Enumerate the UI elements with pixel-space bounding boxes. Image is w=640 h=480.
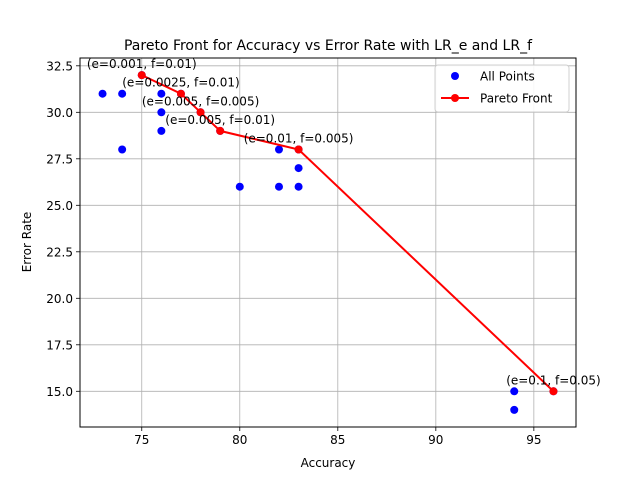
legend-marker-pareto-front bbox=[451, 94, 459, 102]
chart-title: Pareto Front for Accuracy vs Error Rate … bbox=[124, 38, 533, 54]
point-annotation: (e=0.001, f=0.01) bbox=[87, 57, 197, 71]
point-annotation: (e=0.005, f=0.005) bbox=[142, 94, 259, 108]
all-points-marker bbox=[157, 89, 166, 98]
y-tick-label: 22.5 bbox=[46, 245, 73, 259]
x-tick-label: 75 bbox=[134, 433, 149, 447]
pareto-front-point bbox=[196, 108, 205, 117]
all-points-marker bbox=[157, 126, 166, 135]
all-points-marker bbox=[294, 182, 303, 191]
point-annotation: (e=0.0025, f=0.01) bbox=[122, 76, 239, 90]
pareto-front-point bbox=[176, 89, 185, 98]
x-axis-ticks: 75 80 85 90 95 bbox=[134, 427, 541, 447]
pareto-front-point bbox=[137, 71, 146, 80]
point-annotation: (e=0.1, f=0.05) bbox=[506, 373, 601, 387]
x-axis-label: Accuracy bbox=[301, 456, 356, 470]
pareto-front-point bbox=[549, 387, 558, 396]
y-tick-label: 27.5 bbox=[46, 152, 73, 166]
pareto-front-point bbox=[216, 126, 225, 135]
point-annotation: (e=0.01, f=0.005) bbox=[244, 132, 354, 146]
legend-marker-all-points bbox=[451, 72, 459, 80]
x-tick-label: 90 bbox=[428, 433, 443, 447]
all-points-marker bbox=[274, 145, 283, 154]
legend-label-all-points: All Points bbox=[480, 70, 535, 84]
annotation-layer: (e=0.001, f=0.01) (e=0.0025, f=0.01) (e=0.… bbox=[87, 57, 601, 387]
y-axis-ticks: 15.0 17.5 20.0 22.5 25.0 27.5 30.0 32.5 bbox=[46, 59, 80, 399]
plot-area bbox=[80, 58, 576, 427]
x-tick-label: 80 bbox=[232, 433, 247, 447]
y-tick-label: 20.0 bbox=[46, 292, 73, 306]
x-tick-label: 95 bbox=[526, 433, 541, 447]
legend: All Points Pareto Front bbox=[434, 64, 570, 113]
point-annotation: (e=0.005, f=0.01) bbox=[165, 113, 275, 127]
grid bbox=[80, 58, 576, 427]
y-tick-label: 30.0 bbox=[46, 106, 73, 120]
y-tick-label: 32.5 bbox=[46, 59, 73, 73]
legend-label-pareto-front: Pareto Front bbox=[480, 92, 553, 106]
all-points-marker bbox=[98, 89, 107, 98]
all-points-marker bbox=[118, 145, 127, 154]
legend-box bbox=[434, 64, 570, 113]
pareto-front-point bbox=[294, 145, 303, 154]
all-points-marker bbox=[235, 182, 244, 191]
y-axis-label: Error Rate bbox=[20, 212, 34, 273]
x-tick-label: 85 bbox=[330, 433, 345, 447]
all-points-marker bbox=[510, 405, 519, 414]
all-points-marker bbox=[510, 387, 519, 396]
y-tick-label: 15.0 bbox=[46, 385, 73, 399]
pareto-front-line bbox=[141, 74, 555, 393]
y-tick-label: 25.0 bbox=[46, 199, 73, 213]
series-layer bbox=[98, 71, 558, 414]
all-points-marker bbox=[294, 164, 303, 173]
plot-frame bbox=[79, 57, 577, 428]
y-tick-label: 17.5 bbox=[46, 338, 73, 352]
all-points-marker bbox=[157, 108, 166, 117]
all-points-marker bbox=[274, 182, 283, 191]
all-points-marker bbox=[118, 89, 127, 98]
